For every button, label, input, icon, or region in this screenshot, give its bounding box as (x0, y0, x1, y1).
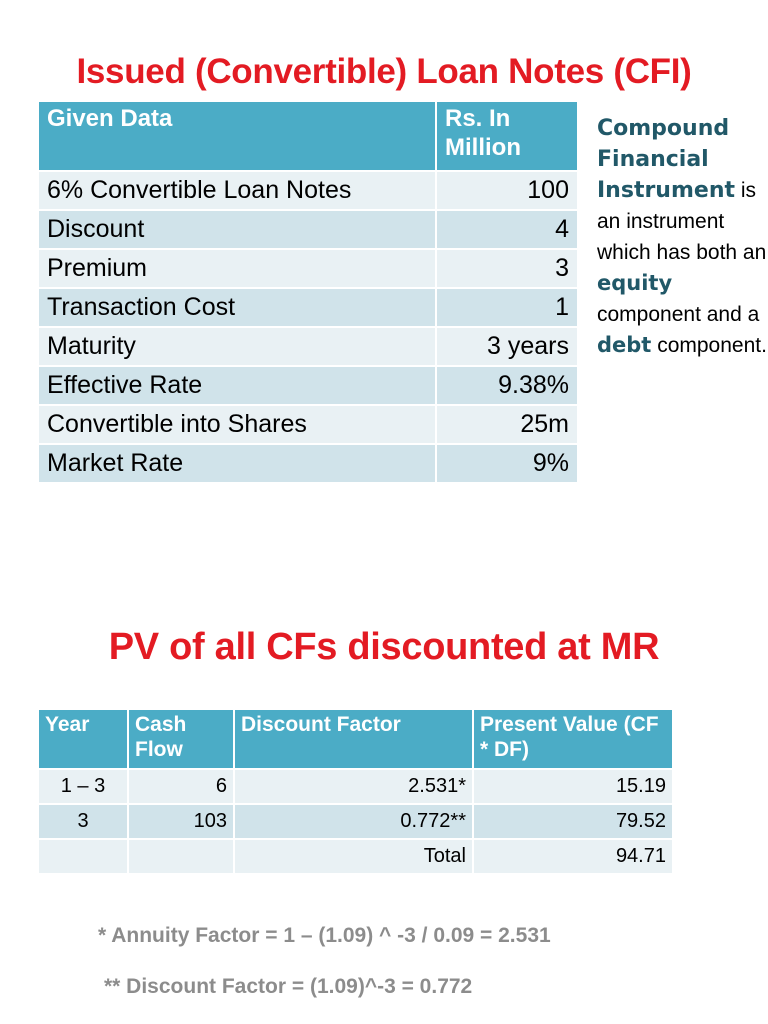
header-rs-in-million: Rs. In Million (436, 102, 577, 171)
cell-total-value: 94.71 (473, 838, 672, 873)
cell-cash-flow: 6 (128, 768, 235, 804)
slide-title-pv: PV of all CFs discounted at MR (108, 626, 660, 668)
cell-present-value: 15.19 (473, 768, 672, 804)
header-cash-flow: Cash Flow (128, 710, 235, 769)
keyword-debt: debt (597, 333, 652, 357)
row-label: Effective Rate (39, 365, 437, 405)
keyword-equity: equity (597, 271, 673, 295)
header-present-value: Present Value (CF * DF) (473, 710, 672, 769)
table-row: Discount 4 (39, 209, 577, 249)
table-row-total: Total 94.71 (39, 838, 672, 873)
definition-text-3: component. (657, 334, 767, 357)
row-value: 3 years (436, 326, 577, 366)
row-value: 4 (436, 209, 577, 249)
table-row: 6% Convertible Loan Notes 100 (39, 170, 577, 210)
table-row: Maturity 3 years (39, 326, 577, 366)
cell-present-value: 79.52 (473, 803, 672, 839)
table-row: Market Rate 9% (39, 443, 577, 482)
slide-title-loan-notes: Issued (Convertible) Loan Notes (CFI) (76, 52, 692, 91)
table-row: Premium 3 (39, 248, 577, 288)
cell-discount-factor: 2.531* (234, 768, 474, 804)
annuity-factor-note: * Annuity Factor = 1 – (1.09) ^ -3 / 0.0… (98, 924, 551, 947)
cell-cash-flow: 103 (128, 803, 235, 839)
table-header-row: Given Data Rs. In Million (39, 102, 577, 171)
definition-text-2: component and a (597, 303, 760, 326)
cell-year (39, 838, 129, 873)
cell-year: 1 – 3 (39, 768, 129, 804)
row-label: Discount (39, 209, 437, 249)
table-row: 3 103 0.772** 79.52 (39, 803, 672, 839)
table-row: 1 – 3 6 2.531* 15.19 (39, 768, 672, 804)
row-label: Convertible into Shares (39, 404, 437, 444)
row-label: Premium (39, 248, 437, 288)
row-label: Market Rate (39, 443, 437, 482)
header-discount-factor: Discount Factor (234, 710, 474, 769)
present-value-table: Year Cash Flow Discount Factor Present V… (39, 710, 672, 873)
header-given-data: Given Data (39, 102, 437, 171)
cell-total-label: Total (234, 838, 474, 873)
row-value: 100 (436, 170, 577, 210)
cell-cash-flow (128, 838, 235, 873)
table-row: Convertible into Shares 25m (39, 404, 577, 444)
table-header-row: Year Cash Flow Discount Factor Present V… (39, 710, 672, 769)
header-year: Year (39, 710, 129, 769)
row-value: 3 (436, 248, 577, 288)
definition-text-1: is an instrument which has both an (597, 179, 767, 264)
term-compound-financial-instrument: Compound Financial Instrument (597, 116, 735, 203)
discount-factor-note: ** Discount Factor = (1.09)^-3 = 0.772 (104, 975, 473, 998)
row-value: 9% (436, 443, 577, 482)
cell-year: 3 (39, 803, 129, 839)
cfi-definition-note: Compound Financial Instrument is an inst… (597, 113, 767, 361)
row-value: 9.38% (436, 365, 577, 405)
cell-discount-factor: 0.772** (234, 803, 474, 839)
table-row: Effective Rate 9.38% (39, 365, 577, 405)
row-value: 25m (436, 404, 577, 444)
row-label: 6% Convertible Loan Notes (39, 170, 437, 210)
given-data-table: Given Data Rs. In Million 6% Convertible… (39, 102, 577, 482)
row-value: 1 (436, 287, 577, 327)
table-row: Transaction Cost 1 (39, 287, 577, 327)
row-label: Maturity (39, 326, 437, 366)
row-label: Transaction Cost (39, 287, 437, 327)
